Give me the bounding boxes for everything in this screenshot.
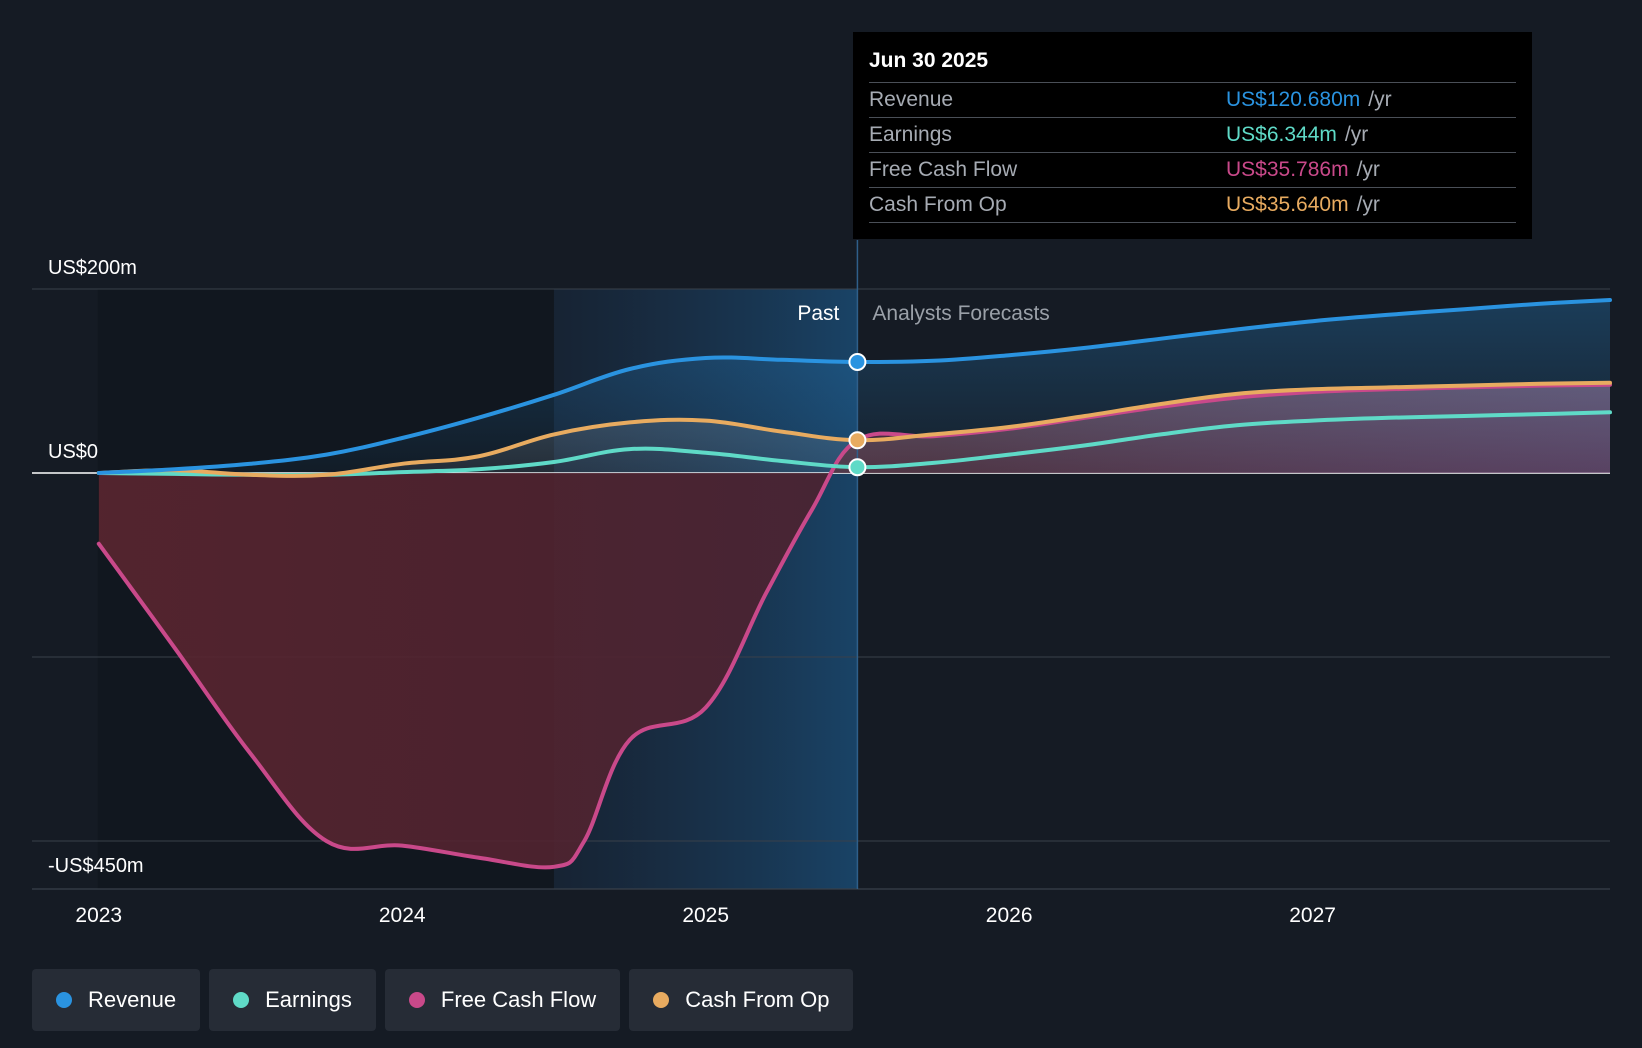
- legend-label: Revenue: [88, 987, 177, 1012]
- tooltip-label: Cash From Op: [869, 193, 1007, 216]
- legend-dot-icon: [653, 992, 670, 1008]
- fcf-line: [96, 382, 1612, 870]
- x-tick-label: 2023: [75, 904, 122, 927]
- tooltip-panel: Jun 30 2025 Revenue US$120.680m /yr Earn…: [853, 32, 1532, 239]
- earnings-marker: [848, 458, 867, 477]
- cfo-marker: [848, 431, 867, 450]
- legend-item-cfo[interactable]: Cash From Op: [629, 969, 854, 1031]
- x-tick-label: 2024: [379, 904, 426, 927]
- cfo-area: [98, 382, 1610, 476]
- revenue-marker: [848, 352, 867, 371]
- legend-label: Cash From Op: [685, 987, 830, 1012]
- x-tick-label: 2027: [1289, 904, 1336, 927]
- tooltip-value: US$6.344m: [1226, 123, 1337, 146]
- legend-label: Free Cash Flow: [440, 987, 597, 1012]
- legend-label: Earnings: [265, 987, 352, 1012]
- y-axis-label: US$200m: [48, 257, 137, 279]
- legend-dot-icon: [408, 992, 425, 1008]
- tooltip-unit: /yr: [1368, 88, 1392, 111]
- legend-dot-icon: [233, 992, 250, 1008]
- legend-dot-icon: [56, 992, 72, 1008]
- tooltip-row-revenue: Revenue US$120.680m /yr: [869, 82, 1516, 117]
- tooltip-unit: /yr: [1344, 123, 1369, 146]
- tooltip-unit: /yr: [1356, 158, 1380, 181]
- tooltip-value: US$35.786m: [1226, 158, 1349, 181]
- legend-item-revenue[interactable]: Revenue: [32, 969, 201, 1031]
- tooltip-value: US$120.680m: [1226, 88, 1361, 111]
- tooltip-label: Earnings: [869, 123, 952, 146]
- tooltip-label: Free Cash Flow: [869, 158, 1018, 181]
- tooltip-row-cfo: Cash From Op US$35.640m /yr: [869, 187, 1516, 223]
- legend: Revenue Earnings Free Cash Flow Cash Fro…: [32, 969, 854, 1031]
- y-axis-label: US$0: [48, 441, 98, 463]
- legend-item-fcf[interactable]: Free Cash Flow: [384, 969, 621, 1031]
- past-label: Past: [797, 302, 839, 325]
- x-tick-label: 2026: [986, 904, 1033, 927]
- tooltip-row-fcf: Free Cash Flow US$35.786m /yr: [869, 152, 1516, 187]
- tooltip-row-earnings: Earnings US$6.344m /yr: [869, 117, 1516, 152]
- fcf-area: [98, 384, 1610, 868]
- y-axis-label: -US$450m: [48, 855, 144, 877]
- tooltip-date: Jun 30 2025: [869, 49, 989, 72]
- tooltip-unit: /yr: [1356, 193, 1380, 216]
- forecast-label: Analysts Forecasts: [872, 302, 1049, 325]
- x-tick-label: 2025: [682, 904, 729, 927]
- tooltip-label: Revenue: [869, 88, 954, 111]
- legend-item-earnings[interactable]: Earnings: [209, 969, 376, 1031]
- tooltip-value: US$35.640m: [1226, 193, 1349, 216]
